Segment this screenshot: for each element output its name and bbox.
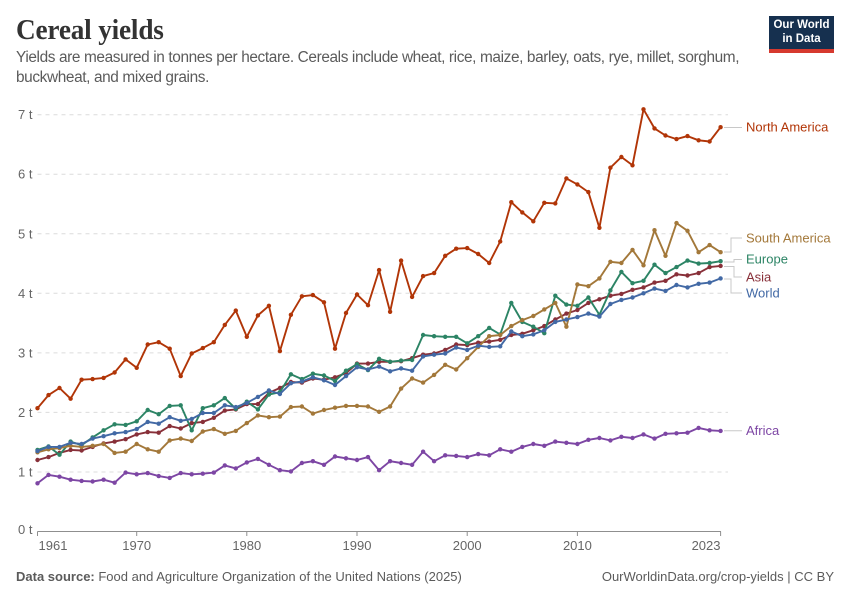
svg-text:World: World <box>746 286 780 301</box>
svg-text:4 t: 4 t <box>18 286 33 301</box>
svg-text:1970: 1970 <box>122 538 151 553</box>
svg-text:3 t: 3 t <box>18 345 33 360</box>
svg-text:1980: 1980 <box>232 538 261 553</box>
svg-text:1961: 1961 <box>39 538 68 553</box>
svg-text:1990: 1990 <box>343 538 372 553</box>
svg-text:Africa: Africa <box>746 423 780 438</box>
svg-text:South America: South America <box>746 231 831 246</box>
svg-text:6 t: 6 t <box>18 167 33 182</box>
svg-text:1 t: 1 t <box>18 465 33 480</box>
svg-text:2010: 2010 <box>563 538 592 553</box>
svg-text:5 t: 5 t <box>18 226 33 241</box>
svg-text:2023: 2023 <box>692 538 721 553</box>
svg-text:7 t: 7 t <box>18 107 33 122</box>
svg-text:0 t: 0 t <box>18 522 33 537</box>
svg-text:2000: 2000 <box>453 538 482 553</box>
svg-text:Europe: Europe <box>746 252 788 267</box>
svg-text:Asia: Asia <box>746 270 772 285</box>
svg-text:North America: North America <box>746 120 829 135</box>
svg-text:2 t: 2 t <box>18 405 33 420</box>
